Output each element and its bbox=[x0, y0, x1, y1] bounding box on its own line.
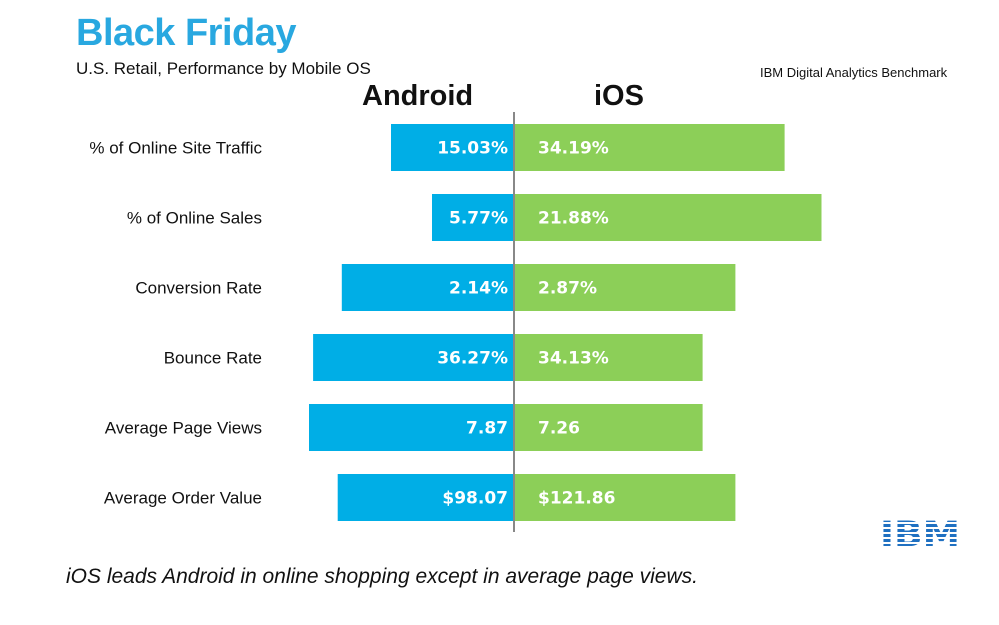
android-bar bbox=[432, 194, 514, 241]
category-label: % of Online Site Traffic bbox=[89, 139, 262, 158]
ios-bar bbox=[514, 404, 703, 451]
android-bar bbox=[309, 404, 514, 451]
chart-subtitle: U.S. Retail, Performance by Mobile OS bbox=[76, 59, 371, 78]
footer-caption: iOS leads Android in online shopping exc… bbox=[66, 565, 698, 588]
ios-value-label: $121.86 bbox=[538, 489, 615, 509]
legend-android: Android bbox=[362, 80, 474, 112]
ios-value-label: 21.88% bbox=[538, 209, 609, 229]
android-value-label: 2.14% bbox=[449, 279, 508, 299]
ios-bar bbox=[514, 474, 736, 521]
android-value-label: 15.03% bbox=[437, 139, 508, 159]
ios-bar bbox=[514, 264, 736, 311]
legend-ios: iOS bbox=[594, 80, 644, 112]
android-bar bbox=[313, 334, 514, 381]
android-bar bbox=[341, 264, 514, 311]
ios-bar bbox=[514, 124, 785, 171]
svg-text:IBM: IBM bbox=[880, 515, 960, 548]
category-label: % of Online Sales bbox=[127, 209, 262, 228]
ios-value-label: 34.13% bbox=[538, 349, 609, 369]
android-value-label: 7.87 bbox=[466, 419, 508, 439]
ios-bar bbox=[514, 334, 703, 381]
android-bar bbox=[391, 124, 514, 171]
android-bar bbox=[337, 474, 514, 521]
category-label: Average Page Views bbox=[105, 419, 262, 438]
android-value-label: $98.07 bbox=[442, 489, 508, 509]
ios-value-label: 2.87% bbox=[538, 279, 597, 299]
ios-value-label: 34.19% bbox=[538, 139, 609, 159]
ios-bar bbox=[514, 194, 822, 241]
android-value-label: 36.27% bbox=[437, 349, 508, 369]
ibm-logo: IBM bbox=[880, 515, 960, 548]
category-label: Conversion Rate bbox=[135, 279, 262, 298]
category-label: Bounce Rate bbox=[164, 349, 262, 368]
chart-title: Black Friday bbox=[76, 12, 297, 54]
ios-value-label: 7.26 bbox=[538, 419, 580, 439]
source-label: IBM Digital Analytics Benchmark bbox=[760, 65, 948, 80]
category-label: Average Order Value bbox=[104, 489, 262, 508]
android-value-label: 5.77% bbox=[449, 209, 508, 229]
